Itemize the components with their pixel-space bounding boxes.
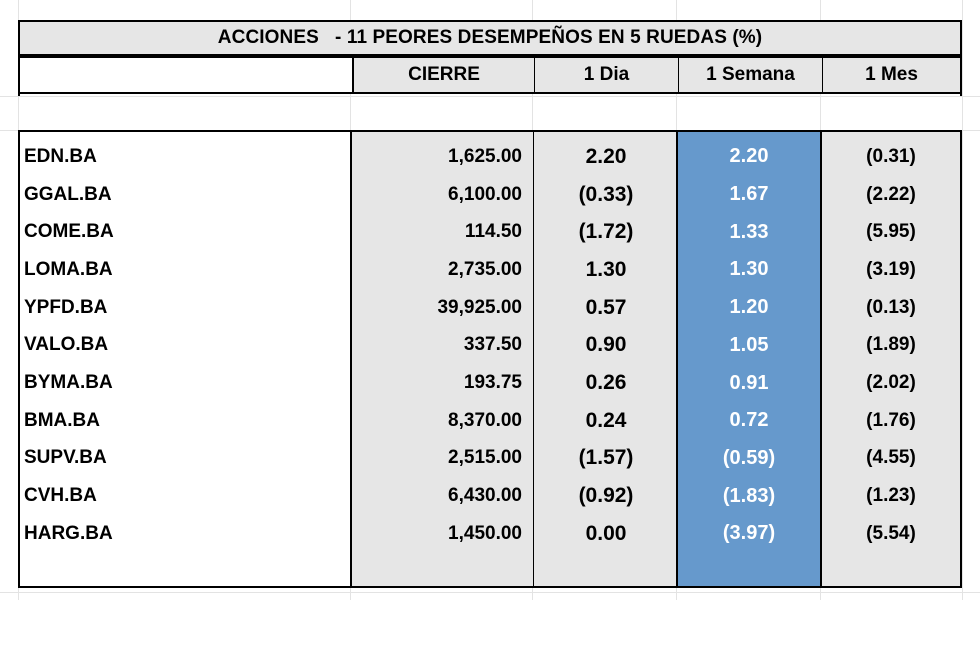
month-cell: (1.76) xyxy=(866,409,916,431)
ticker-cell: VALO.BA xyxy=(24,334,109,356)
week-cell: 1.67 xyxy=(729,183,769,206)
week-cell: 0.91 xyxy=(729,371,769,394)
column-separator xyxy=(533,132,534,586)
close-cell: 1,625.00 xyxy=(448,145,522,167)
week-cell: (1.83) xyxy=(722,484,776,507)
day-cell: 0.26 xyxy=(585,371,627,395)
close-cell: 2,515.00 xyxy=(448,447,522,469)
ticker-cell: YPFD.BA xyxy=(24,296,108,318)
week-cell: 1.33 xyxy=(729,220,769,243)
close-cell: 337.50 xyxy=(463,334,522,356)
ticker-cell: LOMA.BA xyxy=(24,258,113,280)
table-row: BYMA.BA 193.75 0.26 0.91 (2.02) xyxy=(20,364,960,402)
table-row: LOMA.BA 2,735.00 1.30 1.30 (3.19) xyxy=(20,251,960,289)
table-row: SUPV.BA 2,515.00 (1.57) (0.59) (4.55) xyxy=(20,440,960,478)
grid-line xyxy=(0,96,980,97)
close-cell: 39,925.00 xyxy=(437,296,522,318)
day-cell: (0.92) xyxy=(578,484,634,508)
column-separator xyxy=(676,132,678,586)
header-cierre: CIERRE xyxy=(352,56,534,94)
week-cell: 1.20 xyxy=(729,296,769,319)
grid-line xyxy=(962,0,963,600)
header-cell-ticker xyxy=(20,56,352,94)
ticker-cell: BMA.BA xyxy=(24,409,100,431)
week-cell: 1.30 xyxy=(729,258,769,281)
ticker-cell: GGAL.BA xyxy=(24,183,112,205)
close-cell: 1,450.00 xyxy=(448,522,522,544)
day-cell: (0.33) xyxy=(578,182,634,206)
column-shading xyxy=(820,132,960,586)
grid-line xyxy=(0,592,980,593)
column-separator xyxy=(350,132,352,586)
week-cell: 0.72 xyxy=(729,409,769,432)
month-cell: (1.89) xyxy=(866,334,916,356)
table-row: HARG.BA 1,450.00 0.00 (3.97) (5.54) xyxy=(20,515,960,553)
table-row: EDN.BA 1,625.00 2.20 2.20 (0.31) xyxy=(20,138,960,176)
data-table: EDN.BA 1,625.00 2.20 2.20 (0.31) GGAL.BA… xyxy=(18,130,962,588)
ticker-cell: BYMA.BA xyxy=(24,372,113,394)
day-cell: 2.20 xyxy=(585,144,627,168)
table-row: VALO.BA 337.50 0.90 1.05 (1.89) xyxy=(20,327,960,365)
table-row: COME.BA 114.50 (1.72) 1.33 (5.95) xyxy=(20,213,960,251)
table-title: ACCIONES - 11 PEORES DESEMPEÑOS EN 5 RUE… xyxy=(18,20,962,56)
day-cell: (1.57) xyxy=(578,446,634,470)
close-cell: 114.50 xyxy=(464,221,522,243)
ticker-cell: EDN.BA xyxy=(24,145,97,167)
month-cell: (0.13) xyxy=(866,296,916,318)
month-cell: (2.22) xyxy=(866,183,916,205)
close-cell: 8,370.00 xyxy=(448,409,522,431)
month-cell: (3.19) xyxy=(866,258,916,280)
week-cell: 1.05 xyxy=(729,333,769,356)
table-row: YPFD.BA 39,925.00 0.57 1.20 (0.13) xyxy=(20,289,960,327)
header-1-dia: 1 Dia xyxy=(534,56,678,94)
column-separator xyxy=(820,132,822,586)
header-1-mes: 1 Mes xyxy=(822,56,960,94)
header-1-semana: 1 Semana xyxy=(678,56,822,94)
close-cell: 193.75 xyxy=(463,372,522,394)
header-row: CIERRE 1 Dia 1 Semana 1 Mes xyxy=(18,56,962,96)
day-cell: 0.90 xyxy=(585,333,627,357)
ticker-cell: SUPV.BA xyxy=(24,447,107,469)
highlight-column xyxy=(678,132,820,586)
day-cell: 0.57 xyxy=(585,295,627,319)
month-cell: (2.02) xyxy=(866,372,916,394)
month-cell: (5.54) xyxy=(866,522,916,544)
ticker-cell: CVH.BA xyxy=(24,485,97,507)
week-cell: (3.97) xyxy=(722,522,776,545)
table-row: CVH.BA 6,430.00 (0.92) (1.83) (1.23) xyxy=(20,477,960,515)
ticker-cell: COME.BA xyxy=(24,221,114,243)
table-row: GGAL.BA 6,100.00 (0.33) 1.67 (2.22) xyxy=(20,176,960,214)
week-cell: 2.20 xyxy=(729,145,769,168)
day-cell: (1.72) xyxy=(578,220,634,244)
day-cell: 0.24 xyxy=(585,408,627,432)
week-cell: (0.59) xyxy=(722,446,776,469)
month-cell: (1.23) xyxy=(866,485,916,507)
close-cell: 6,430.00 xyxy=(448,485,522,507)
table-row: BMA.BA 8,370.00 0.24 0.72 (1.76) xyxy=(20,402,960,440)
column-shading xyxy=(352,132,676,586)
day-cell: 1.30 xyxy=(585,257,627,281)
month-cell: (0.31) xyxy=(866,145,916,167)
close-cell: 6,100.00 xyxy=(448,183,522,205)
day-cell: 0.00 xyxy=(585,521,627,545)
close-cell: 2,735.00 xyxy=(448,258,522,280)
ticker-cell: HARG.BA xyxy=(24,522,113,544)
month-cell: (5.95) xyxy=(866,221,916,243)
month-cell: (4.55) xyxy=(866,447,916,469)
